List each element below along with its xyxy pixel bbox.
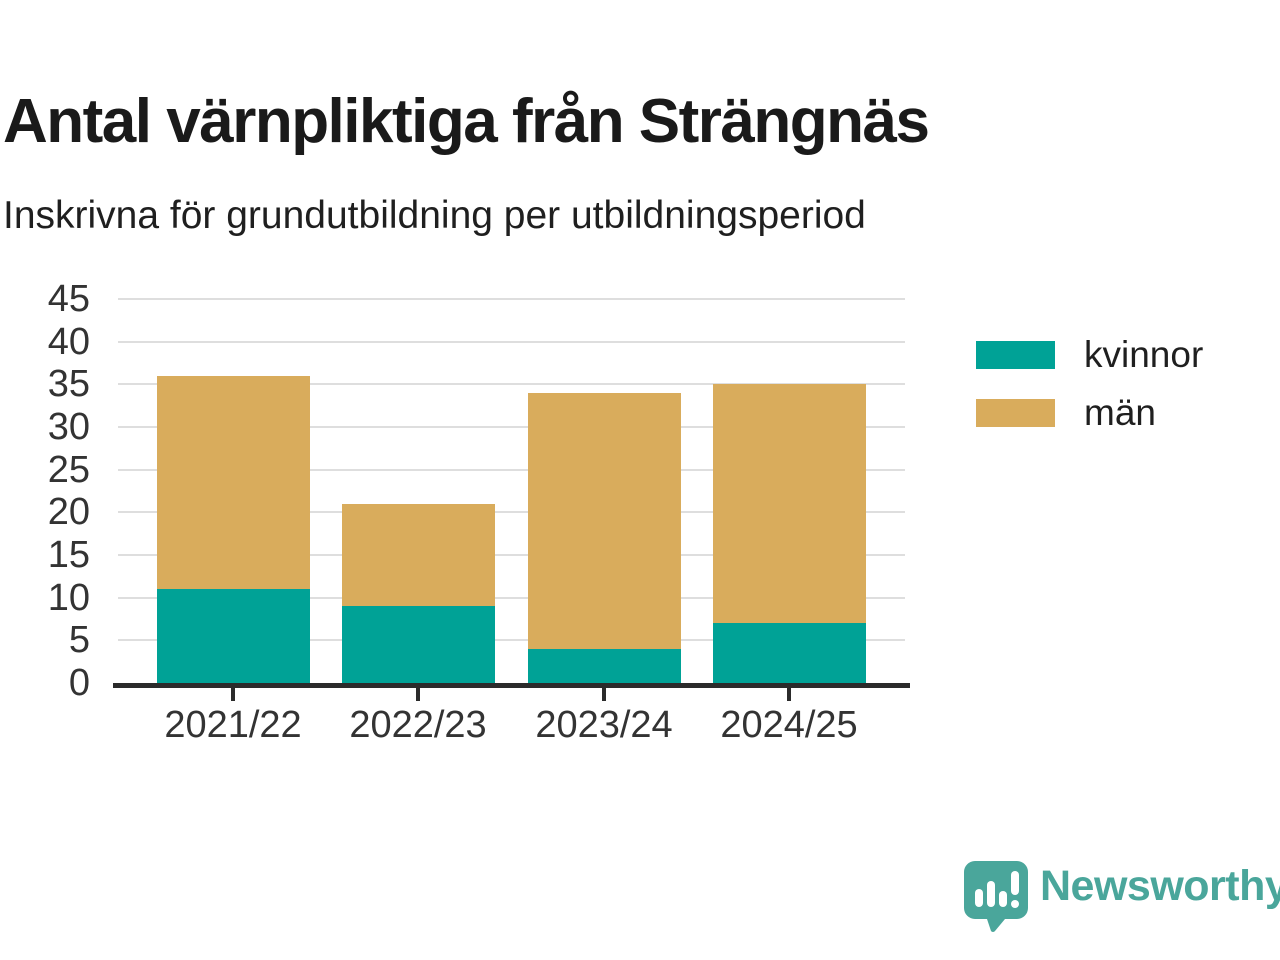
gridline-y20 xyxy=(118,511,905,514)
chart-title: Antal värnpliktiga från Strängnäs xyxy=(3,86,930,156)
x-tick-label: 2024/25 xyxy=(720,704,858,746)
y-tick-label: 10 xyxy=(47,576,90,619)
gridline-y35 xyxy=(118,383,905,386)
x-tick-label: 2023/24 xyxy=(535,704,673,746)
x-tick-mark xyxy=(602,688,606,701)
gridline-y5 xyxy=(118,639,905,642)
bar-segment-män xyxy=(341,503,495,607)
gridline-y40 xyxy=(118,340,905,343)
legend-swatch xyxy=(976,399,1055,427)
legend-swatch xyxy=(976,341,1055,369)
bar-segment-män xyxy=(712,384,866,624)
x-tick-mark xyxy=(787,688,791,701)
brand-name: Newsworthy xyxy=(1040,862,1280,910)
y-tick-label: 20 xyxy=(47,491,90,534)
chart-subtitle: Inskrivna för grundutbildning per utbild… xyxy=(3,194,866,237)
legend-item-mn: män xyxy=(976,392,1203,433)
y-tick-label: 35 xyxy=(47,363,90,406)
gridline-y15 xyxy=(118,554,905,556)
y-tick-label: 5 xyxy=(68,619,90,662)
x-axis-line xyxy=(113,683,910,688)
y-tick-label: 15 xyxy=(47,534,90,576)
brand-logo: Newsworthy xyxy=(963,860,1280,932)
gridline-y10 xyxy=(118,596,905,599)
x-tick-label: 2022/23 xyxy=(349,704,487,746)
bar-chart-speech-bubble-icon xyxy=(964,861,1028,932)
y-tick-label: 40 xyxy=(47,320,90,363)
y-tick-label: 30 xyxy=(47,406,90,448)
bar-segment-kvinnor xyxy=(341,606,495,683)
x-tick-mark xyxy=(416,688,420,701)
bar-segment-kvinnor xyxy=(712,623,866,683)
gridline-y25 xyxy=(118,468,905,471)
bar-segment-män xyxy=(527,392,681,649)
gridline-y45 xyxy=(118,298,905,300)
legend: kvinnor män xyxy=(976,334,1204,457)
y-tick-label: 25 xyxy=(47,448,90,491)
bar-segment-män xyxy=(156,375,310,590)
bar-segment-kvinnor xyxy=(527,648,681,683)
y-tick-label: 45 xyxy=(47,278,90,320)
legend-item-kvinnor: kvinnor xyxy=(976,334,1204,375)
legend-label: män xyxy=(1084,392,1156,433)
y-tick-label: 0 xyxy=(68,662,90,704)
x-tick-mark xyxy=(231,688,235,701)
gridline-y30 xyxy=(118,426,905,428)
bar-segment-kvinnor xyxy=(156,589,310,683)
x-tick-label: 2021/22 xyxy=(164,704,302,746)
legend-label: kvinnor xyxy=(1084,334,1204,375)
